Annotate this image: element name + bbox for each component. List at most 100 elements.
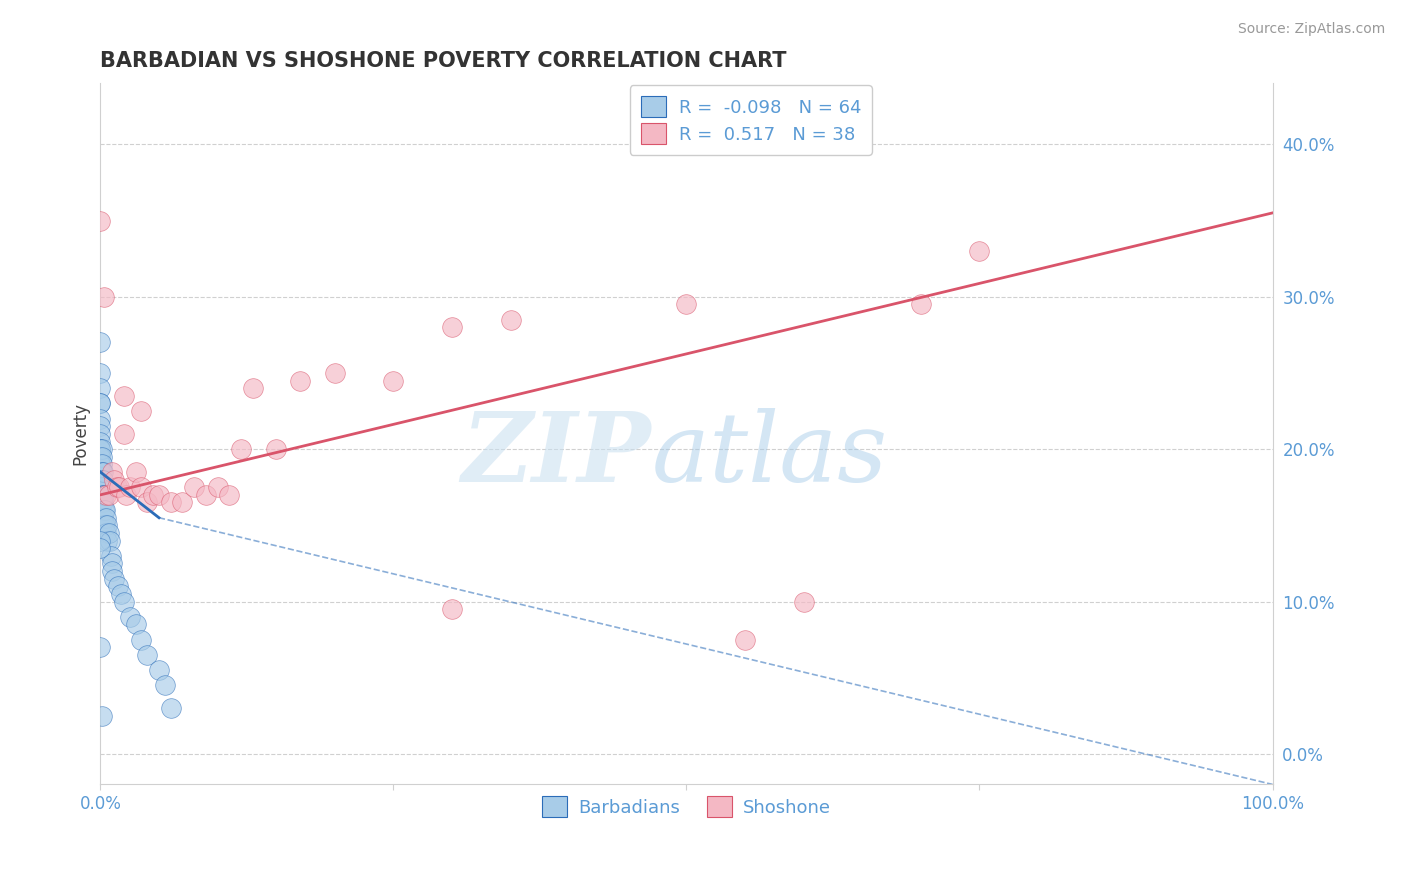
Point xyxy=(90,450,112,464)
Point xyxy=(96,533,118,548)
Point xyxy=(124,465,146,479)
Point xyxy=(288,374,311,388)
Point xyxy=(105,480,128,494)
Point xyxy=(97,488,120,502)
Point xyxy=(96,525,118,540)
Point xyxy=(793,594,815,608)
Point xyxy=(159,701,181,715)
Point xyxy=(90,473,112,487)
Point xyxy=(90,458,112,472)
Point xyxy=(90,518,112,533)
Point xyxy=(91,510,114,524)
Point xyxy=(136,495,159,509)
Point xyxy=(440,320,463,334)
Point xyxy=(734,632,756,647)
Point xyxy=(131,404,153,418)
Point xyxy=(89,450,111,464)
Point xyxy=(97,525,120,540)
Point xyxy=(101,557,124,571)
Point xyxy=(89,442,111,457)
Point xyxy=(159,495,181,509)
Point xyxy=(91,488,114,502)
Point xyxy=(112,594,135,608)
Point xyxy=(148,488,170,502)
Point xyxy=(96,518,118,533)
Point xyxy=(242,381,264,395)
Point xyxy=(91,495,114,509)
Point xyxy=(89,465,111,479)
Point xyxy=(89,381,111,395)
Point xyxy=(91,465,114,479)
Point xyxy=(112,389,135,403)
Point xyxy=(103,572,125,586)
Point xyxy=(89,480,111,494)
Point xyxy=(96,510,118,524)
Point xyxy=(89,366,111,380)
Point xyxy=(90,510,112,524)
Point xyxy=(118,480,141,494)
Point xyxy=(90,709,112,723)
Point xyxy=(90,488,112,502)
Text: Source: ZipAtlas.com: Source: ZipAtlas.com xyxy=(1237,22,1385,37)
Point xyxy=(93,518,115,533)
Point xyxy=(131,480,153,494)
Text: BARBADIAN VS SHOSHONE POVERTY CORRELATION CHART: BARBADIAN VS SHOSHONE POVERTY CORRELATIO… xyxy=(100,51,787,70)
Point xyxy=(136,648,159,662)
Point xyxy=(103,473,125,487)
Point xyxy=(229,442,252,457)
Point xyxy=(101,465,124,479)
Text: atlas: atlas xyxy=(651,408,887,502)
Point xyxy=(101,564,124,578)
Point xyxy=(89,434,111,449)
Point xyxy=(118,609,141,624)
Point xyxy=(89,458,111,472)
Point xyxy=(93,488,115,502)
Point xyxy=(89,426,111,441)
Point xyxy=(124,617,146,632)
Text: ZIP: ZIP xyxy=(461,408,651,502)
Point xyxy=(94,518,117,533)
Point xyxy=(89,473,111,487)
Point xyxy=(100,549,122,563)
Point xyxy=(89,442,111,457)
Point xyxy=(91,473,114,487)
Point xyxy=(148,663,170,677)
Point xyxy=(323,366,346,380)
Point xyxy=(93,290,115,304)
Point xyxy=(93,503,115,517)
Point xyxy=(218,488,240,502)
Point xyxy=(153,678,176,692)
Point xyxy=(107,579,129,593)
Point xyxy=(89,541,111,556)
Point xyxy=(98,533,121,548)
Point xyxy=(382,374,405,388)
Point xyxy=(115,488,138,502)
Point xyxy=(89,411,111,425)
Point xyxy=(264,442,287,457)
Point xyxy=(172,495,194,509)
Point xyxy=(969,244,991,258)
Point xyxy=(90,480,112,494)
Point xyxy=(112,426,135,441)
Point xyxy=(89,335,111,350)
Point xyxy=(89,640,111,655)
Point xyxy=(89,396,111,410)
Point xyxy=(89,488,111,502)
Point xyxy=(499,312,522,326)
Point xyxy=(89,396,111,410)
Point xyxy=(440,602,463,616)
Point xyxy=(89,419,111,434)
Point xyxy=(90,442,112,457)
Point xyxy=(94,503,117,517)
Point xyxy=(89,495,111,509)
Point xyxy=(89,533,111,548)
Point xyxy=(89,458,111,472)
Point xyxy=(910,297,932,311)
Y-axis label: Poverty: Poverty xyxy=(72,402,89,466)
Point xyxy=(207,480,229,494)
Point xyxy=(131,632,153,647)
Point xyxy=(90,495,112,509)
Point xyxy=(108,480,131,494)
Point xyxy=(96,488,118,502)
Legend: Barbadians, Shoshone: Barbadians, Shoshone xyxy=(534,789,838,824)
